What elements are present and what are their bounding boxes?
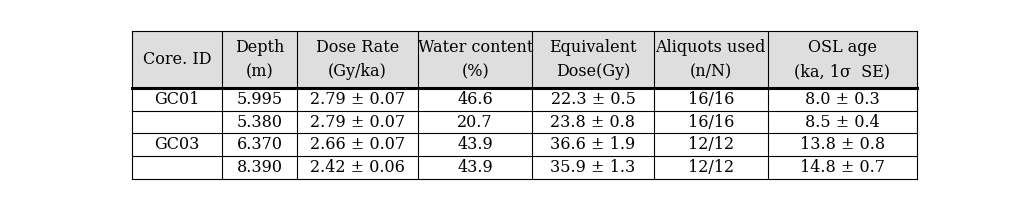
- Text: GC01: GC01: [154, 91, 199, 108]
- Text: Equivalent
Dose(Gy): Equivalent Dose(Gy): [549, 40, 636, 80]
- Text: 13.8 ± 0.8: 13.8 ± 0.8: [800, 136, 885, 153]
- Text: 2.79 ± 0.07: 2.79 ± 0.07: [310, 91, 405, 108]
- Bar: [132, 31, 917, 88]
- Text: 12/12: 12/12: [687, 136, 733, 153]
- Text: Aliquots used
(n/N): Aliquots used (n/N): [656, 40, 766, 80]
- Text: 5.380: 5.380: [236, 114, 282, 131]
- Text: 8.5 ± 0.4: 8.5 ± 0.4: [805, 114, 880, 131]
- Text: 23.8 ± 0.8: 23.8 ± 0.8: [550, 114, 635, 131]
- Text: 46.6: 46.6: [457, 91, 493, 108]
- Text: Dose Rate
(Gy/ka): Dose Rate (Gy/ka): [316, 40, 399, 80]
- Text: GC03: GC03: [154, 136, 199, 153]
- Text: 36.6 ± 1.9: 36.6 ± 1.9: [550, 136, 635, 153]
- Text: 16/16: 16/16: [687, 91, 733, 108]
- Text: 22.3 ± 0.5: 22.3 ± 0.5: [550, 91, 635, 108]
- Text: Depth
(m): Depth (m): [234, 40, 284, 80]
- Text: 6.370: 6.370: [236, 136, 282, 153]
- Text: 14.8 ± 0.7: 14.8 ± 0.7: [800, 159, 885, 176]
- Text: 2.42 ± 0.06: 2.42 ± 0.06: [310, 159, 405, 176]
- Text: OSL age
(ka, 1σ  SE): OSL age (ka, 1σ SE): [794, 40, 890, 80]
- Text: 43.9: 43.9: [457, 136, 493, 153]
- Text: 8.390: 8.390: [236, 159, 282, 176]
- Text: 12/12: 12/12: [687, 159, 733, 176]
- Text: 20.7: 20.7: [457, 114, 493, 131]
- Text: 2.66 ± 0.07: 2.66 ± 0.07: [310, 136, 405, 153]
- Text: 16/16: 16/16: [687, 114, 733, 131]
- Text: 2.79 ± 0.07: 2.79 ± 0.07: [310, 114, 405, 131]
- Text: 8.0 ± 0.3: 8.0 ± 0.3: [805, 91, 880, 108]
- Text: 5.995: 5.995: [236, 91, 282, 108]
- Text: Core. ID: Core. ID: [143, 51, 211, 68]
- Text: 43.9: 43.9: [457, 159, 493, 176]
- Text: 35.9 ± 1.3: 35.9 ± 1.3: [550, 159, 635, 176]
- Text: Water content
(%): Water content (%): [417, 40, 533, 80]
